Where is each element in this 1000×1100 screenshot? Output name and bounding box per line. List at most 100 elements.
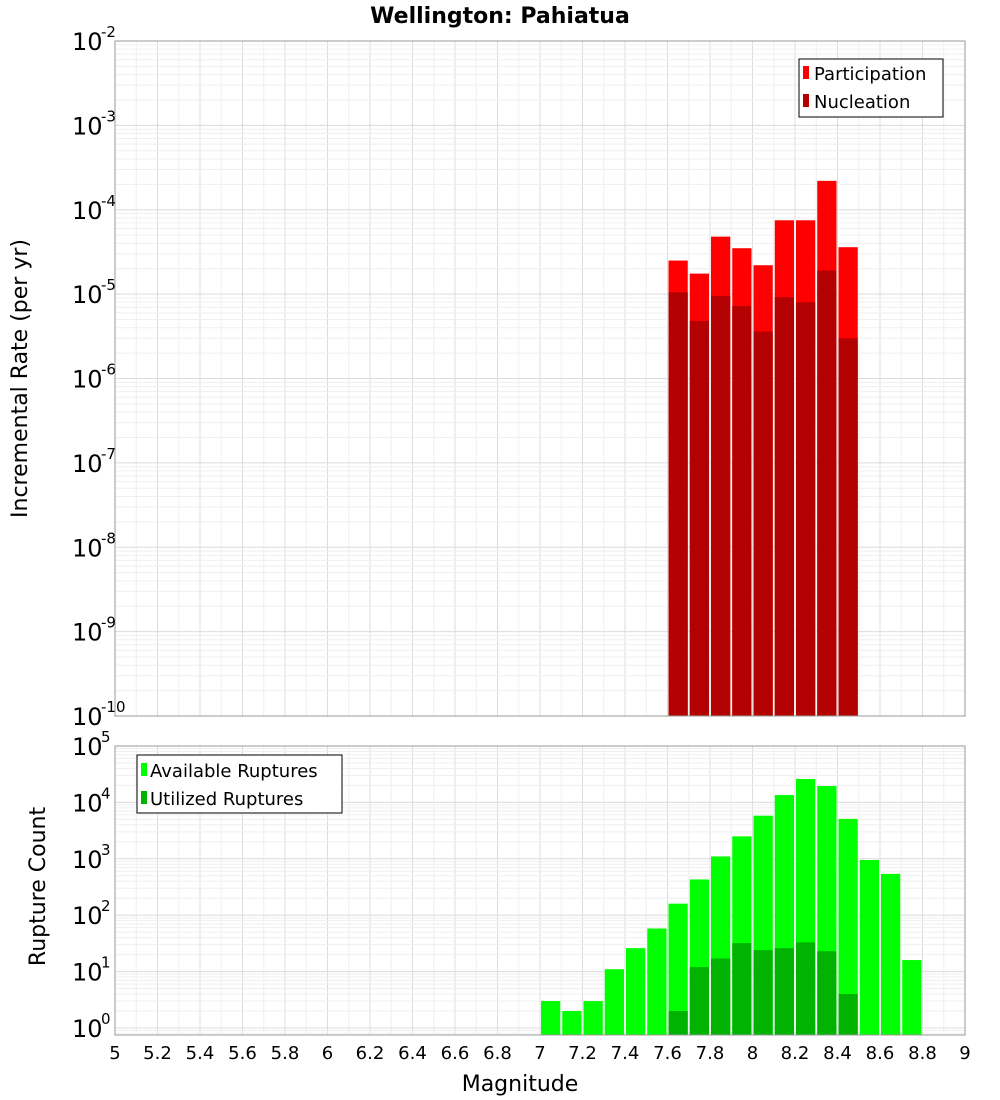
available-ruptures-bar [647, 928, 667, 1035]
top-y-tick-label-exponent: -6 [101, 361, 116, 379]
top-y-tick-label: 10 [72, 703, 103, 731]
top-y-tick-label-exponent: -4 [101, 192, 116, 210]
available-ruptures-bar [562, 1010, 582, 1035]
utilized-ruptures-bar [796, 942, 816, 1035]
available-legend-swatch [141, 763, 147, 776]
top-y-tick-label: 10 [72, 619, 103, 647]
utilized-ruptures-bar [838, 994, 858, 1035]
x-tick-label: 5.4 [186, 1043, 215, 1064]
nucleation-bars [668, 270, 858, 716]
top-grid [114, 40, 966, 717]
available-ruptures-bar [583, 1001, 603, 1035]
nucleation-bar [796, 302, 816, 716]
bottom-legend: Available Ruptures Utilized Ruptures [136, 754, 343, 814]
utilized-ruptures-bar [774, 948, 794, 1035]
available-ruptures-bar [881, 873, 901, 1035]
bottom-legend-box [136, 754, 343, 814]
x-tick-label: 5.2 [143, 1043, 172, 1064]
top-plot-frame [114, 40, 966, 717]
top-legend-box [798, 58, 944, 118]
top-y-tick-label: 10 [72, 281, 103, 309]
available-ruptures-bar [604, 969, 624, 1035]
nucleation-legend-swatch [803, 94, 809, 107]
x-tick-label: 7.6 [653, 1043, 682, 1064]
available-ruptures-bar [541, 1001, 561, 1035]
utilized-ruptures-bar [711, 958, 731, 1035]
x-tick-label: 6.2 [356, 1043, 385, 1064]
bottom-y-tick-label-exponent: 3 [101, 841, 111, 859]
bottom-y-tick-label-exponent: 4 [101, 784, 111, 802]
utilized-ruptures-bar [732, 943, 752, 1035]
x-tick-label: 5 [109, 1043, 120, 1064]
x-tick-label: 8 [747, 1043, 758, 1064]
x-tick-label: 8.2 [781, 1043, 810, 1064]
bottom-y-tick-label: 10 [72, 902, 103, 930]
nucleation-bar [689, 321, 709, 716]
participation-legend-label: Participation [814, 64, 926, 85]
available-ruptures-bar [902, 960, 922, 1035]
top-y-tick-label: 10 [72, 112, 103, 140]
nucleation-bar [732, 306, 752, 716]
chart-title: Wellington: Pahiatua [370, 4, 630, 29]
participation-legend-swatch [803, 66, 809, 79]
top-y-tick-label-exponent: -2 [101, 23, 116, 41]
x-tick-label: 7.4 [611, 1043, 640, 1064]
available-ruptures-bar [859, 860, 879, 1035]
x-tick-label: 5.8 [271, 1043, 300, 1064]
bottom-y-axis-label: Rupture Count [26, 807, 51, 967]
bottom-y-tick-label-exponent: 2 [101, 897, 111, 915]
top-y-tick-label-exponent: -5 [101, 276, 116, 294]
x-tick-label: 7.8 [696, 1043, 725, 1064]
top-y-tick-label-exponent: -9 [101, 614, 116, 632]
x-tick-label: 9 [959, 1043, 970, 1064]
bottom-y-tick-label-exponent: 0 [101, 1010, 111, 1028]
top-legend: Participation Nucleation [798, 58, 944, 118]
x-ticks: 5 5.2 5.4 5.6 5.8 6 6.2 6.4 6.6 6.8 7 7.2 7.4 7.6 7.8 8… [109, 1043, 970, 1064]
bottom-y-tick-label: 10 [72, 959, 103, 987]
utilized-ruptures-bar [817, 951, 837, 1035]
utilized-legend-swatch [141, 791, 147, 804]
nucleation-bar [668, 292, 688, 716]
top-y-tick-label-exponent: -3 [101, 107, 116, 125]
nucleation-bar [711, 296, 731, 716]
x-tick-label: 7 [534, 1043, 545, 1064]
x-tick-label: 6.6 [441, 1043, 470, 1064]
x-tick-label: 8.6 [866, 1043, 895, 1064]
bottom-y-tick-label: 10 [72, 733, 103, 761]
nucleation-bar [817, 270, 837, 716]
top-y-tick-label: 10 [72, 450, 103, 478]
bottom-y-tick-label-exponent: 5 [101, 728, 111, 746]
top-y-tick-label-exponent: -10 [101, 698, 126, 716]
top-y-tick-label: 10 [72, 366, 103, 394]
available-ruptures-bar [668, 903, 688, 1035]
x-tick-label: 5.6 [228, 1043, 257, 1064]
x-axis-label: Magnitude [462, 1072, 579, 1097]
utilized-legend-label: Utilized Ruptures [150, 789, 303, 810]
bottom-y-tick-label: 10 [72, 789, 103, 817]
nucleation-bar [753, 331, 773, 716]
bottom-y-tick-label-exponent: 1 [101, 954, 111, 972]
utilized-ruptures-bar [668, 1010, 688, 1035]
top-y-axis-label: Incremental Rate (per yr) [8, 239, 33, 518]
top-y-tick-label: 10 [72, 197, 103, 225]
top-y-tick-label: 10 [72, 28, 103, 56]
bottom-plot-frame [114, 745, 966, 1036]
utilized-ruptures-bars [668, 942, 858, 1035]
top-y-tick-label: 10 [72, 534, 103, 562]
x-tick-label: 6 [322, 1043, 333, 1064]
x-tick-label: 6.4 [398, 1043, 427, 1064]
x-tick-label: 7.2 [568, 1043, 597, 1064]
utilized-ruptures-bar [753, 950, 773, 1035]
x-tick-label: 8.4 [823, 1043, 852, 1064]
nucleation-bar [838, 338, 858, 716]
nucleation-legend-label: Nucleation [814, 92, 910, 113]
available-ruptures-bar [838, 818, 858, 1035]
available-legend-label: Available Ruptures [150, 761, 318, 782]
available-ruptures-bar [626, 948, 646, 1035]
top-y-tick-label-exponent: -8 [101, 529, 116, 547]
